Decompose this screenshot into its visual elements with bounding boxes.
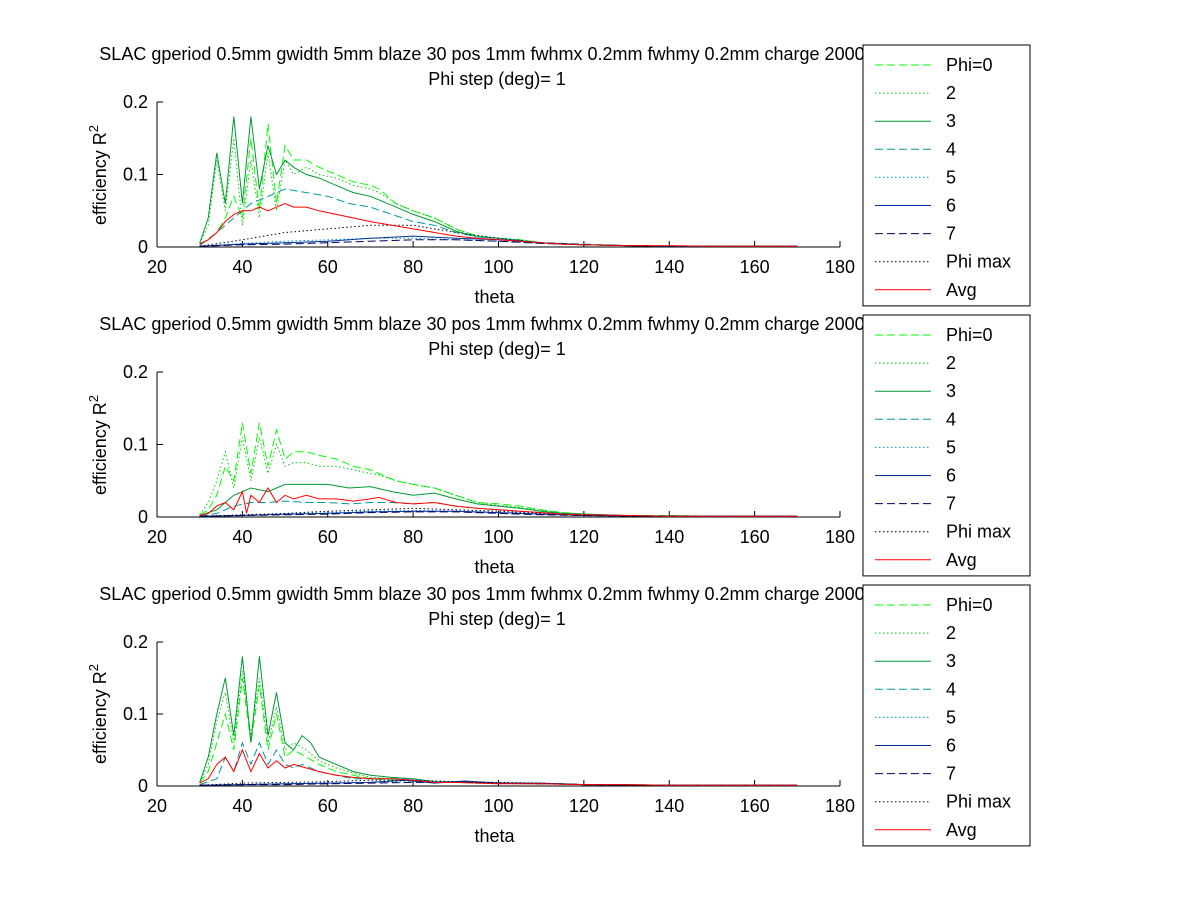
x-tick-label: 160 [740,257,770,277]
y-tick-label: 0 [138,507,148,527]
series-line-9 [199,748,798,786]
chart-subtitle: Phi step (deg)= 1 [428,339,566,359]
legend: Phi=0 2 3 4 5 6 7 Phi max Avg [862,314,1031,577]
legend-label: 6 [946,736,956,756]
legend-label: Phi max [946,252,1011,272]
y-axis-label: efficiency R2 [86,664,110,764]
legend-label: 6 [946,466,956,486]
x-tick-label: 60 [318,796,338,816]
chart-panel-1: SLAC gperiod 0.5mm gwidth 5mm blaze 30 p… [86,44,1031,307]
legend-label: 4 [946,139,956,159]
legend-label: Avg [946,550,977,570]
legend-label: 7 [946,494,956,514]
x-tick-label: 40 [232,527,252,547]
legend-label: 5 [946,707,956,727]
legend: Phi=0 2 3 4 5 6 7 Phi max Avg [862,584,1031,847]
series-line-8 [199,507,798,517]
x-tick-label: 100 [483,257,513,277]
series-line-9 [199,202,798,247]
legend-label: 2 [946,623,956,643]
legend-label: 3 [946,111,956,131]
x-tick-label: 100 [483,796,513,816]
x-tick-label: 80 [403,257,423,277]
chart-title: SLAC gperiod 0.5mm gwidth 5mm blaze 30 p… [99,314,990,334]
legend-label: 7 [946,764,956,784]
legend-label: 4 [946,679,956,699]
x-tick-label: 20 [147,257,167,277]
x-tick-label: 120 [569,257,599,277]
x-tick-label: 80 [403,527,423,547]
y-tick-label: 0 [138,776,148,796]
legend-label: Avg [946,820,977,840]
legend-label: Phi=0 [946,55,993,75]
chart-panel-2: SLAC gperiod 0.5mm gwidth 5mm blaze 30 p… [86,314,1031,577]
y-tick-label: 0.2 [123,632,148,652]
legend-label: 3 [946,651,956,671]
series-line-2 [199,670,798,786]
x-tick-label: 180 [825,527,855,547]
legend-label: 6 [946,196,956,216]
x-tick-label: 180 [825,257,855,277]
series-line-9 [199,487,798,517]
y-tick-label: 0.2 [123,362,148,382]
chart-subtitle: Phi step (deg)= 1 [428,69,566,89]
x-axis-label: theta [474,826,515,846]
legend-label: Phi max [946,522,1011,542]
y-axis-label-superscript: 2 [86,664,101,671]
x-axis-label: theta [474,287,515,307]
chart-subtitle: Phi step (deg)= 1 [428,609,566,629]
y-tick-label: 0.2 [123,92,148,112]
x-tick-label: 160 [740,527,770,547]
y-axis-label: efficiency R2 [86,125,110,225]
legend-label: 5 [946,437,956,457]
y-tick-label: 0 [138,237,148,257]
x-tick-label: 40 [232,796,252,816]
x-tick-label: 180 [825,796,855,816]
x-tick-label: 100 [483,527,513,547]
x-tick-label: 60 [318,257,338,277]
x-tick-label: 80 [403,796,423,816]
legend-label: Phi=0 [946,325,993,345]
legend-label: 5 [946,167,956,187]
chart-panel-3: SLAC gperiod 0.5mm gwidth 5mm blaze 30 p… [86,584,1031,847]
x-axis-label: theta [474,557,515,577]
legend-label: 7 [946,224,956,244]
series-line-8 [199,224,798,247]
x-tick-label: 120 [569,796,599,816]
x-tick-label: 20 [147,796,167,816]
legend-label: Phi max [946,792,1011,812]
x-tick-label: 60 [318,527,338,547]
legend-box [862,584,1031,847]
legend-label: Phi=0 [946,595,993,615]
y-tick-label: 0.1 [123,704,148,724]
y-axis-label: efficiency R2 [86,395,110,495]
y-tick-label: 0.1 [123,435,148,455]
x-tick-label: 120 [569,527,599,547]
chart-title: SLAC gperiod 0.5mm gwidth 5mm blaze 30 p… [99,44,990,64]
legend-label: Avg [946,280,977,300]
legend-label: 3 [946,381,956,401]
y-tick-label: 0.1 [123,165,148,185]
chart-title: SLAC gperiod 0.5mm gwidth 5mm blaze 30 p… [99,584,990,604]
legend-label: 2 [946,83,956,103]
legend: Phi=0 2 3 4 5 6 7 Phi max Avg [862,44,1031,307]
legend-label: 4 [946,409,956,429]
x-tick-label: 40 [232,257,252,277]
x-tick-label: 160 [740,796,770,816]
legend-box [862,314,1031,577]
x-tick-label: 140 [654,796,684,816]
y-axis-label-superscript: 2 [86,125,101,132]
x-tick-label: 140 [654,527,684,547]
x-tick-label: 20 [147,527,167,547]
legend-label: 2 [946,353,956,373]
series-line-8 [199,779,798,786]
legend-box [862,44,1031,307]
y-axis-label-superscript: 2 [86,395,101,402]
x-tick-label: 140 [654,257,684,277]
